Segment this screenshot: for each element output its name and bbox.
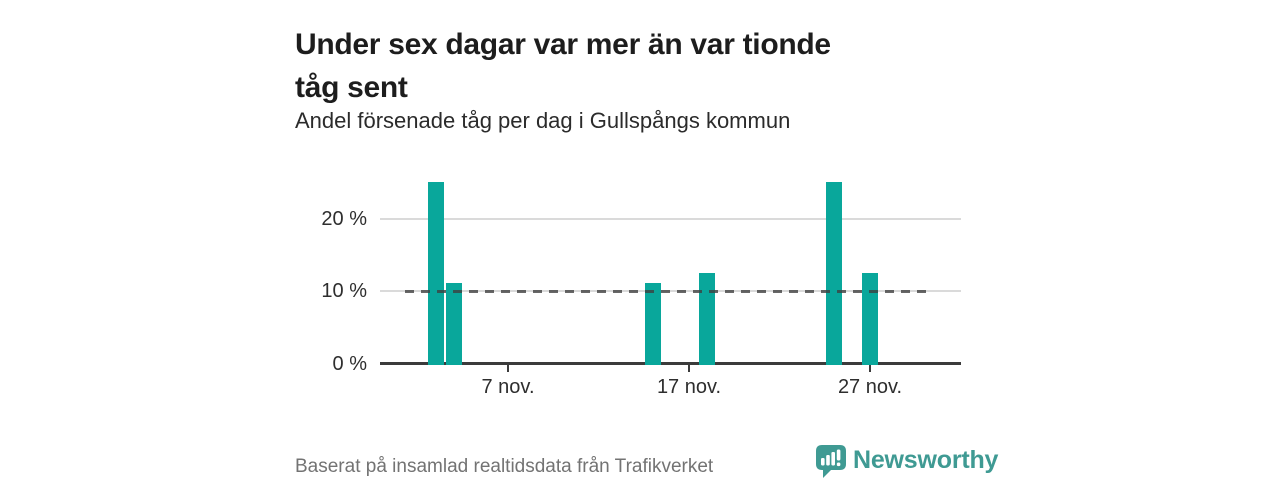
x-tick-mark — [688, 365, 690, 372]
y-tick-label: 0 % — [332, 352, 367, 375]
x-tick-label: 17 nov. — [656, 376, 722, 398]
chart-title: Under sex dagar var mer än var tionde tå… — [295, 23, 975, 109]
source-attribution: Baserat på insamlad realtidsdata från Tr… — [295, 456, 714, 477]
x-tick-mark — [869, 365, 871, 372]
bar-3-nov — [427, 182, 444, 365]
x-tick-mark — [507, 365, 509, 372]
chart-subtitle: Andel försenade tåg per dag i Gullspångs… — [295, 108, 791, 133]
bar-25-nov — [825, 182, 842, 365]
reference-line-10pct — [405, 289, 933, 293]
newsworthy-icon — [815, 444, 847, 483]
x-tick-label: 7 nov. — [481, 376, 535, 398]
y-gridline — [380, 217, 961, 220]
y-tick-label: 10 % — [321, 280, 367, 302]
x-axis-line — [380, 362, 961, 365]
bar-18-nov — [699, 272, 716, 365]
bar-27-nov — [862, 272, 878, 365]
newsworthy-wordmark: Newsworthy — [853, 446, 999, 474]
chart-title-line2: tåg sent — [295, 71, 408, 105]
chart-title-line1: Under sex dagar var mer än var tionde — [295, 28, 831, 62]
bar-15-nov — [644, 283, 661, 365]
bar-4-nov — [445, 283, 462, 365]
x-tick-label: 27 nov. — [837, 376, 903, 398]
y-tick-label: 20 % — [321, 207, 367, 230]
